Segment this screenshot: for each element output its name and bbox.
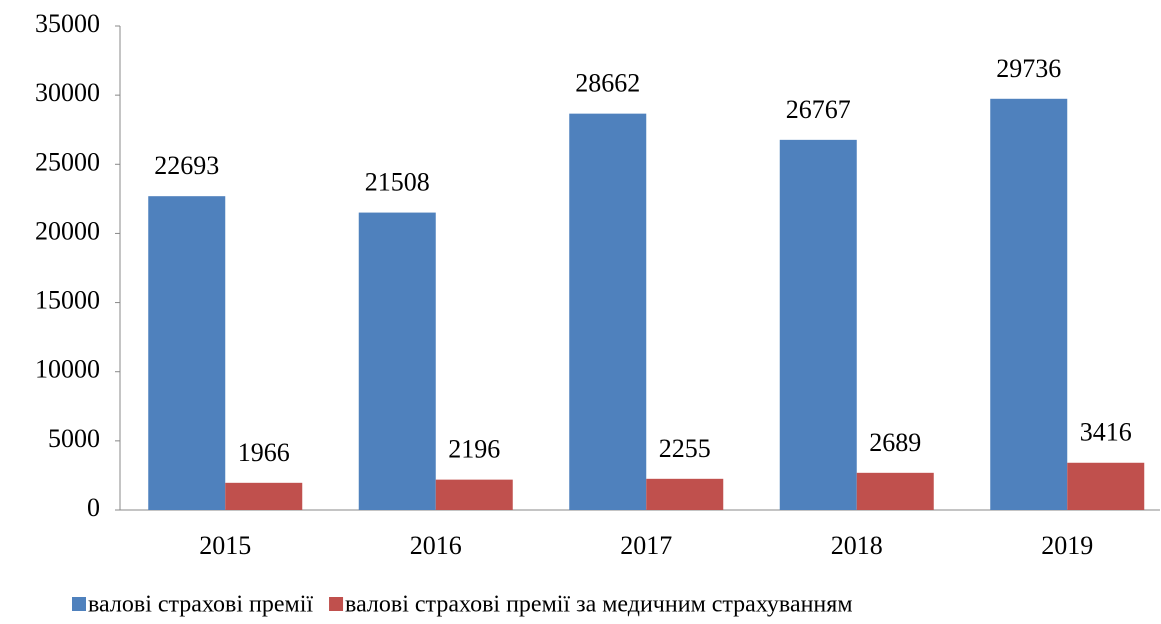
data-label: 22693 [154, 151, 219, 180]
bar [435, 479, 513, 510]
y-tick-label: 5000 [48, 424, 100, 453]
data-label: 3416 [1080, 418, 1132, 447]
y-tick-label: 35000 [35, 9, 100, 38]
x-tick-label: 2017 [620, 531, 672, 560]
legend-swatch [329, 597, 344, 611]
x-tick-label: 2019 [1041, 531, 1093, 560]
y-tick-label: 0 [87, 493, 100, 522]
y-tick-label: 15000 [35, 286, 100, 315]
legend-label: валові страхові премії [88, 592, 313, 618]
data-label: 21508 [365, 168, 430, 197]
bar [646, 478, 724, 510]
data-label: 2196 [448, 435, 500, 464]
data-label: 2689 [869, 428, 921, 457]
bar [779, 139, 857, 510]
bar [990, 98, 1068, 510]
data-label: 2255 [659, 434, 711, 463]
x-tick-label: 2015 [199, 531, 251, 560]
bar [225, 482, 303, 510]
data-label: 29736 [996, 54, 1061, 83]
data-label: 28662 [575, 69, 640, 98]
legend-swatch [72, 597, 86, 611]
legend-label: валові страхові премії за медичним страх… [345, 592, 852, 618]
data-label: 1966 [238, 438, 290, 467]
x-tick-label: 2018 [831, 531, 883, 560]
data-label: 26767 [786, 95, 851, 124]
bar [148, 196, 226, 510]
bar [569, 113, 647, 511]
bar [1067, 462, 1145, 510]
y-tick-label: 25000 [35, 147, 100, 176]
bar [358, 212, 436, 511]
y-tick-label: 10000 [35, 355, 100, 384]
y-tick-label: 30000 [35, 78, 100, 107]
bar [856, 472, 934, 510]
x-tick-label: 2016 [410, 531, 462, 560]
y-tick-label: 20000 [35, 216, 100, 245]
